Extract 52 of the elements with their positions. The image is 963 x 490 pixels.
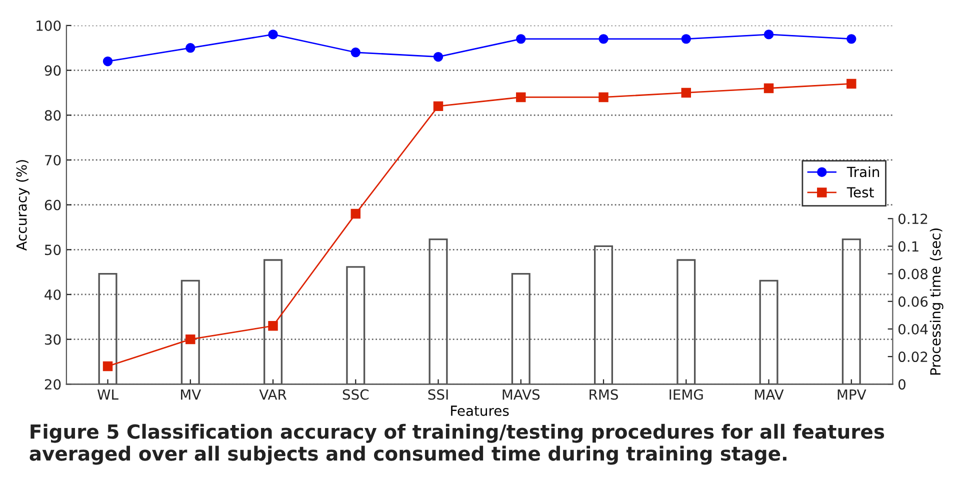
y2-axis-title: Processing time (sec) xyxy=(930,228,944,375)
point xyxy=(681,88,691,98)
point xyxy=(846,34,856,44)
y2-tick-label: 0.12 xyxy=(898,214,928,224)
y-tick-label: 30 xyxy=(44,334,61,345)
point xyxy=(268,321,278,331)
point xyxy=(764,30,774,40)
point xyxy=(681,34,691,44)
point xyxy=(186,334,196,344)
caption: Figure 5 Classification accuracy of training/testing procedures for all features averaged over all subjects and consumed time during training stage. xyxy=(30,424,884,465)
point xyxy=(598,34,608,44)
point xyxy=(598,92,608,102)
x-tick-label: WL xyxy=(97,389,118,400)
y2-tick-label: 0.08 xyxy=(898,268,928,280)
x-tick-label: SSI xyxy=(428,389,448,400)
x-tick-label: RMS xyxy=(590,389,618,400)
y2-tick-label: 0.06 xyxy=(898,296,928,307)
point xyxy=(764,83,774,94)
point xyxy=(186,43,196,53)
point xyxy=(350,208,360,219)
x-tick-label: MV xyxy=(181,389,202,400)
x-tick-label: SSC xyxy=(342,389,369,400)
x-tick-label: VAR xyxy=(259,389,286,400)
point xyxy=(102,361,113,372)
point xyxy=(102,56,113,66)
y2-tick-label: 0.04 xyxy=(898,324,928,334)
y-tick-label: 60 xyxy=(44,200,61,210)
point xyxy=(268,30,278,40)
y-tick-label: 70 xyxy=(45,154,61,166)
y-tick-label: 40 xyxy=(44,289,61,300)
point xyxy=(516,34,526,44)
y-tick-label: 80 xyxy=(44,110,61,121)
y2-tick-label: 0.02 xyxy=(898,352,928,362)
x-tick-label: IEMG xyxy=(670,389,703,400)
x-tick-label: MPV xyxy=(838,389,866,400)
y-tick-label: 20 xyxy=(44,379,61,390)
y-tick-label: 50 xyxy=(44,244,61,256)
point xyxy=(433,101,444,112)
x-tick-label: MAVS xyxy=(502,389,540,400)
point xyxy=(433,52,444,62)
point xyxy=(350,48,360,58)
legend-label: Test xyxy=(846,187,874,198)
y-tick-label: 100 xyxy=(36,20,61,31)
y2-tick-label: 0 xyxy=(898,379,906,390)
y2-tick-label: 0.1 xyxy=(898,241,918,252)
y-tick-label: 90 xyxy=(44,65,61,76)
point xyxy=(846,78,856,89)
point xyxy=(516,92,526,102)
legend-label: Train xyxy=(846,166,880,178)
y-axis-title: Accuracy (%) xyxy=(16,160,30,251)
x-tick-label: MAV xyxy=(755,389,784,400)
x-axis-title: Features xyxy=(451,406,509,416)
